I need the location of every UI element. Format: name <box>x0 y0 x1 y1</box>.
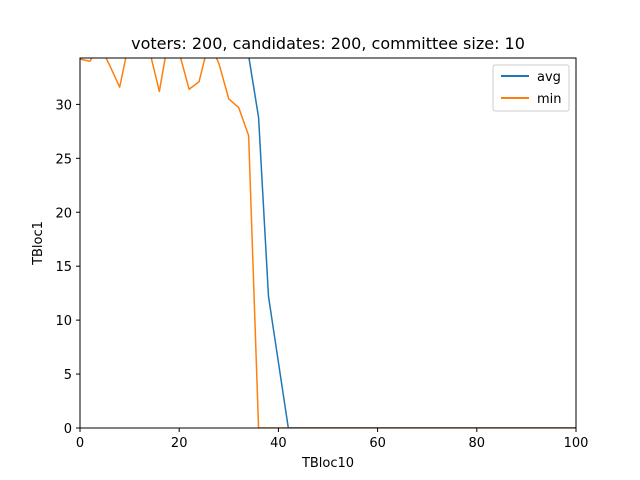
series-line-avg <box>248 58 576 428</box>
y-tick-label: 15 <box>55 260 72 275</box>
x-tick-label: 80 <box>469 436 486 451</box>
series-line-min <box>80 58 576 428</box>
x-tick-label: 60 <box>369 436 386 451</box>
y-axis-label: TBloc1 <box>31 221 46 266</box>
y-tick-label: 20 <box>55 206 72 221</box>
x-tick-label: 0 <box>76 436 84 451</box>
series-group <box>80 58 576 428</box>
x-axis-label: TBloc10 <box>301 456 354 471</box>
y-tick-label: 25 <box>55 152 72 167</box>
y-tick-label: 5 <box>64 368 72 383</box>
y-tick-label: 0 <box>64 422 72 437</box>
x-axis: 0 20 40 60 80 100 <box>76 428 589 451</box>
y-tick-label: 30 <box>55 98 72 113</box>
plot-area <box>80 58 576 428</box>
legend-label-min: min <box>537 92 562 107</box>
y-tick-label: 10 <box>55 314 72 329</box>
x-tick-label: 100 <box>564 436 589 451</box>
x-tick-label: 20 <box>171 436 188 451</box>
legend-label-avg: avg <box>537 70 561 85</box>
legend: avg min <box>492 64 570 112</box>
plot-frame <box>79 57 577 429</box>
y-axis: 0 5 10 15 20 25 30 <box>55 98 80 437</box>
chart-title: voters: 200, candidates: 200, committee … <box>131 34 525 53</box>
x-tick-label: 40 <box>270 436 287 451</box>
